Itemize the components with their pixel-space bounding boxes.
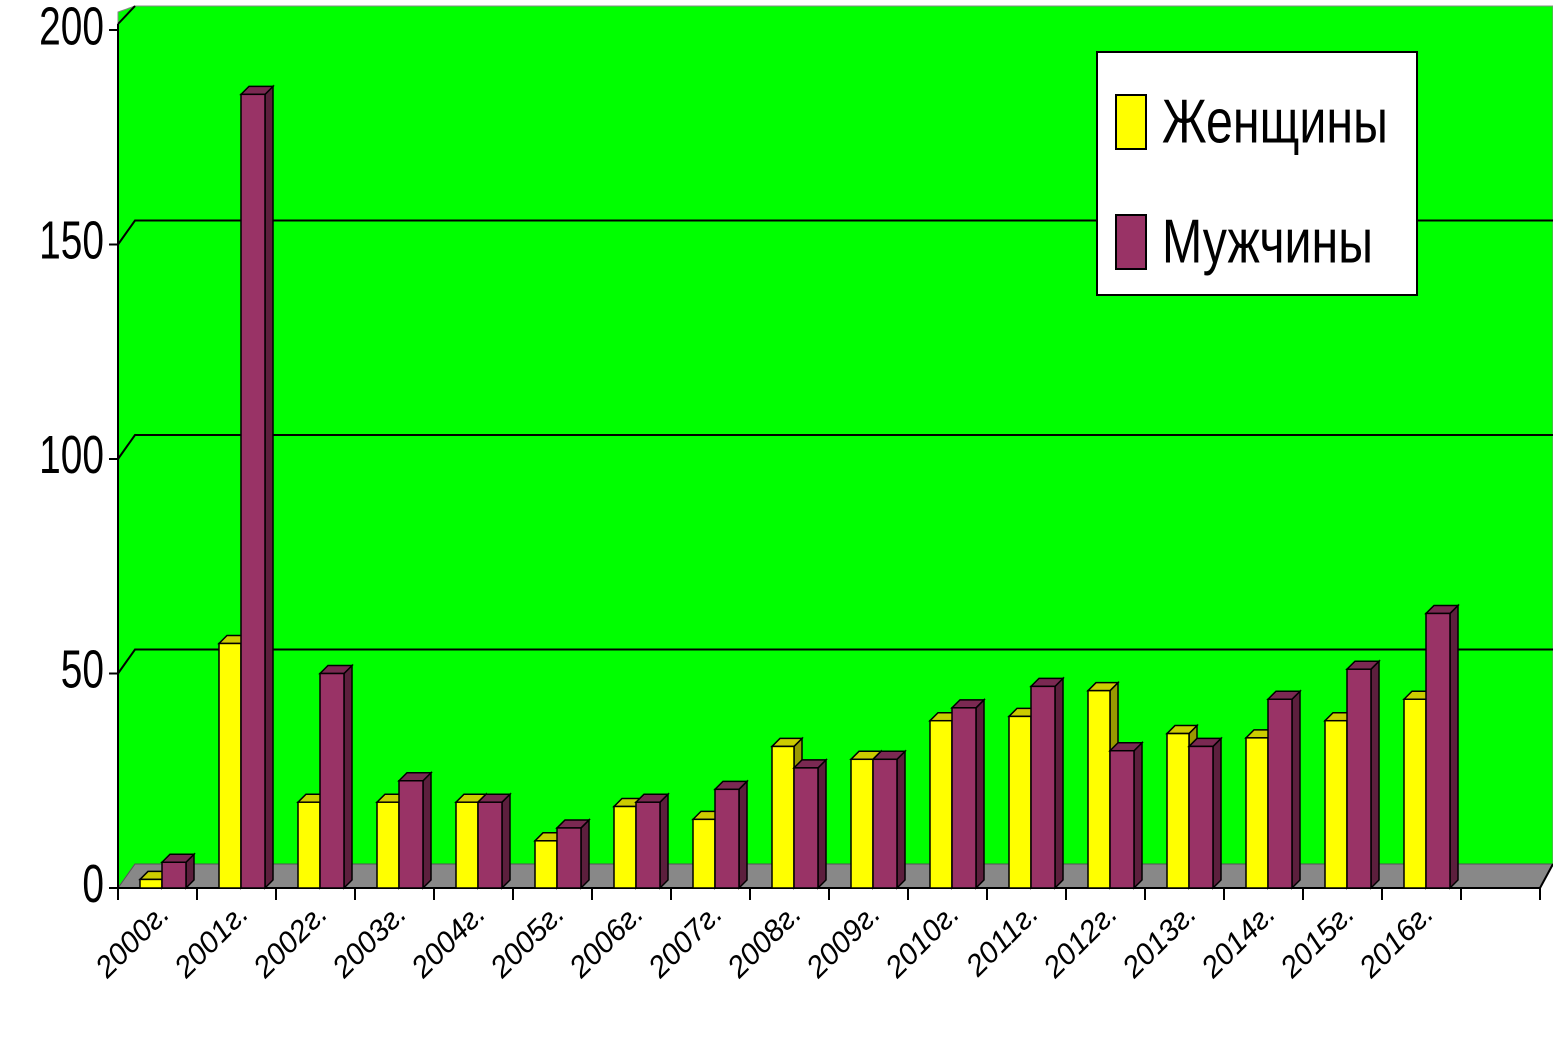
bar-side: [580, 818, 590, 890]
bar-side: [1370, 659, 1380, 890]
x-tick-label: 2010г.: [878, 897, 966, 985]
x-tick-label: 2008г.: [720, 897, 808, 985]
x-axis-3d: [1539, 863, 1553, 889]
bar-front: [218, 642, 242, 889]
bar-front: [398, 780, 424, 889]
x-tick-label: 2009г.: [799, 897, 887, 985]
x-tick-label: 2007г.: [641, 897, 729, 985]
bar-front: [1109, 749, 1135, 889]
grid-line: [117, 648, 1553, 675]
bar: [1108, 740, 1144, 890]
x-tick-label: 2011г.: [959, 897, 1045, 983]
bar-front: [793, 767, 819, 889]
y-tick-label: 150: [39, 209, 104, 270]
bar-front: [376, 801, 400, 889]
legend-swatch: [1115, 214, 1147, 270]
x-tick-label: 2005г.: [483, 897, 571, 985]
bar-front: [1403, 698, 1427, 889]
bar-side: [501, 792, 511, 890]
bar: [1029, 676, 1065, 890]
x-tick-label: 2013г.: [1115, 897, 1203, 985]
bar-front: [1087, 689, 1111, 889]
x-tick-label: 2001г.: [167, 897, 255, 985]
bar-side: [738, 779, 748, 890]
bar-front: [477, 801, 503, 889]
bar-side: [264, 84, 274, 890]
bar-side: [817, 758, 827, 890]
x-tick-label: 2014г.: [1194, 897, 1282, 985]
bar-front: [1425, 612, 1451, 889]
y-tick-label: 100: [39, 424, 104, 485]
y-axis-3d: [117, 5, 136, 25]
bar-front: [1346, 668, 1372, 889]
bar-side: [896, 749, 906, 890]
bar-front: [613, 805, 637, 889]
y-tick-label: 50: [61, 638, 104, 699]
legend-swatch: [1115, 94, 1147, 150]
legend-label: Мужчины: [1162, 207, 1373, 276]
x-tick-label: 2012г.: [1036, 897, 1124, 985]
bar-front: [319, 672, 345, 889]
bar-front: [1166, 732, 1190, 889]
bar-front: [455, 801, 479, 889]
bar: [792, 758, 828, 890]
x-tick-label: 2015г.: [1273, 897, 1361, 985]
bar: [397, 770, 433, 890]
bar: [1187, 736, 1223, 890]
bar-side: [343, 663, 353, 890]
bar-front: [1008, 715, 1032, 889]
x-tick-label: 2003г.: [325, 897, 413, 985]
bar-front: [1245, 737, 1269, 889]
bar: [1345, 659, 1381, 890]
bar: [950, 698, 986, 890]
bar-side: [1133, 740, 1143, 890]
bar-front: [1188, 745, 1214, 889]
bar-front: [1267, 698, 1293, 889]
bar-front: [139, 878, 163, 889]
bar-side: [1212, 736, 1222, 890]
legend: [1096, 51, 1418, 296]
bar-front: [240, 93, 266, 889]
bar-front: [929, 719, 953, 889]
bar-front: [951, 707, 977, 889]
bar-front: [1030, 685, 1056, 889]
x-tick-label: 2006г.: [562, 897, 650, 985]
bar: [1424, 603, 1460, 890]
bar-side: [1291, 689, 1301, 890]
bar: [713, 779, 749, 890]
bar-front: [850, 758, 874, 889]
bar-front: [1324, 719, 1348, 889]
bar-front: [556, 827, 582, 889]
bar: [555, 818, 591, 890]
bar: [160, 852, 196, 890]
bar-side: [1449, 603, 1459, 890]
bar-front: [635, 801, 661, 889]
bar-front: [714, 788, 740, 889]
bar-front: [534, 840, 558, 889]
bar-front: [692, 818, 716, 889]
bar-side: [975, 698, 985, 890]
y-tick-label: 0: [82, 853, 104, 914]
bar-front: [872, 758, 898, 889]
bar-front: [161, 861, 187, 889]
x-tick-label: 2002г.: [246, 897, 334, 985]
bar-side: [422, 770, 432, 890]
y-tick-label: 200: [39, 0, 104, 56]
bar: [476, 792, 512, 890]
bar: [634, 792, 670, 890]
grid-line: [117, 219, 1553, 246]
x-tick-label: 2004г.: [404, 897, 492, 985]
bar-front: [297, 801, 321, 889]
bar-front: [771, 745, 795, 889]
bar-side: [1054, 676, 1064, 890]
bar-side: [659, 792, 669, 890]
x-tick-label: 2016г.: [1352, 897, 1440, 985]
bar: [871, 749, 907, 890]
bar: [239, 84, 275, 890]
grid-line: [117, 434, 1553, 460]
bar: [1266, 689, 1302, 890]
bar: [318, 663, 354, 890]
legend-label: Женщины: [1162, 87, 1388, 156]
